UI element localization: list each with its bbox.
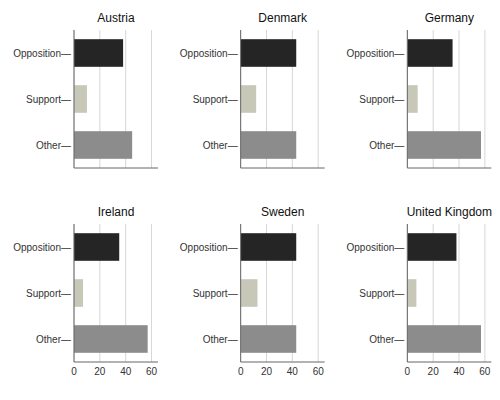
- bar: [241, 131, 297, 159]
- x-tick-label: 0: [405, 366, 411, 377]
- panel-title: Ireland: [98, 205, 135, 219]
- y-tick-label: Support—: [359, 288, 404, 299]
- y-axis-line: [74, 30, 75, 168]
- panel: Opposition— Support— Other— Germany: [347, 11, 492, 168]
- x-tick-label: 60: [313, 366, 325, 377]
- x-tick-label: 0: [238, 366, 244, 377]
- x-tick-label: 20: [261, 366, 273, 377]
- y-tick-label: Other—: [203, 334, 238, 345]
- panel: Opposition— Support— Other— Denmark: [180, 11, 325, 168]
- y-tick-label: Opposition—: [180, 242, 238, 253]
- x-tick-label: 60: [146, 366, 158, 377]
- grid-line: [74, 30, 75, 168]
- bar: [407, 233, 456, 261]
- bar: [241, 279, 258, 307]
- bars: [74, 233, 148, 353]
- grid-line: [318, 224, 319, 362]
- y-tick-label: Opposition—: [347, 242, 405, 253]
- y-tick-label: Opposition—: [347, 48, 405, 59]
- bars: [74, 39, 132, 159]
- grid-line: [240, 224, 241, 362]
- x-axis-line: [74, 362, 158, 363]
- grid-line: [407, 30, 408, 168]
- panel: 0 20 40 60 Opposition— Support— Other— Ireland: [13, 205, 158, 377]
- y-axis-line: [74, 224, 75, 362]
- grid-line: [151, 30, 152, 168]
- bar: [74, 131, 132, 159]
- panel-title: Sweden: [261, 205, 304, 219]
- x-axis-line: [407, 362, 491, 363]
- y-tick-label: Other—: [203, 140, 238, 151]
- figure: Opposition—Support—Other—AustriaOppositi…: [0, 0, 500, 400]
- grid-line: [407, 224, 408, 362]
- y-tick-label: Opposition—: [180, 48, 238, 59]
- bars: [241, 233, 297, 353]
- x-tick-label: 0: [71, 366, 77, 377]
- x-tick-label: 20: [428, 366, 440, 377]
- bar: [407, 325, 481, 353]
- x-axis-line: [74, 168, 158, 169]
- y-tick-label: Support—: [359, 94, 404, 105]
- grid-line: [484, 224, 485, 362]
- bar: [241, 85, 257, 113]
- bar: [407, 85, 417, 113]
- panel: Opposition— Support— Other— Austria: [13, 11, 158, 168]
- y-tick-label: Opposition—: [13, 242, 71, 253]
- x-tick-label: 40: [120, 366, 132, 377]
- bars: [407, 233, 481, 353]
- grid-line: [240, 30, 241, 168]
- y-tick-label: Other—: [369, 140, 404, 151]
- y-tick-label: Support—: [26, 94, 71, 105]
- y-tick-label: Other—: [36, 140, 71, 151]
- y-axis-line: [407, 30, 408, 168]
- bar: [407, 131, 481, 159]
- bar: [74, 279, 83, 307]
- panel-title: United Kingdom: [407, 205, 492, 219]
- y-tick-label: Support—: [26, 288, 71, 299]
- x-axis-line: [241, 168, 325, 169]
- panel-title: Austria: [97, 11, 135, 25]
- grid-line: [318, 30, 319, 168]
- bar: [407, 39, 452, 67]
- panel-title: Denmark: [258, 11, 308, 25]
- grid-line: [484, 30, 485, 168]
- y-tick-label: Opposition—: [13, 48, 71, 59]
- x-axis-line: [407, 168, 491, 169]
- bar: [407, 279, 416, 307]
- y-tick-label: Support—: [193, 94, 238, 105]
- y-tick-label: Other—: [369, 334, 404, 345]
- y-axis-line: [240, 30, 241, 168]
- panel: 0 20 40 60 Opposition— Support— Other— United K…: [347, 205, 493, 377]
- bar: [241, 39, 297, 67]
- grid-line: [151, 224, 152, 362]
- x-tick-label: 40: [287, 366, 299, 377]
- grid-line: [74, 224, 75, 362]
- y-tick-label: Support—: [193, 288, 238, 299]
- x-axis-line: [241, 362, 325, 363]
- bar: [74, 39, 123, 67]
- bar: [241, 233, 297, 261]
- x-tick-label: 60: [479, 366, 491, 377]
- x-tick-label: 40: [453, 366, 465, 377]
- bar: [74, 233, 119, 261]
- bars: [241, 39, 297, 159]
- panel-title: Germany: [425, 11, 474, 25]
- bar: [74, 325, 148, 353]
- bars: [407, 39, 481, 159]
- x-tick-label: 20: [94, 366, 106, 377]
- y-axis-line: [240, 224, 241, 362]
- bar: [241, 325, 297, 353]
- panel: 0 20 40 60 Opposition— Support— Other— Sweden: [180, 205, 325, 377]
- bar: [74, 85, 87, 113]
- y-tick-label: Other—: [36, 334, 71, 345]
- y-axis-line: [407, 224, 408, 362]
